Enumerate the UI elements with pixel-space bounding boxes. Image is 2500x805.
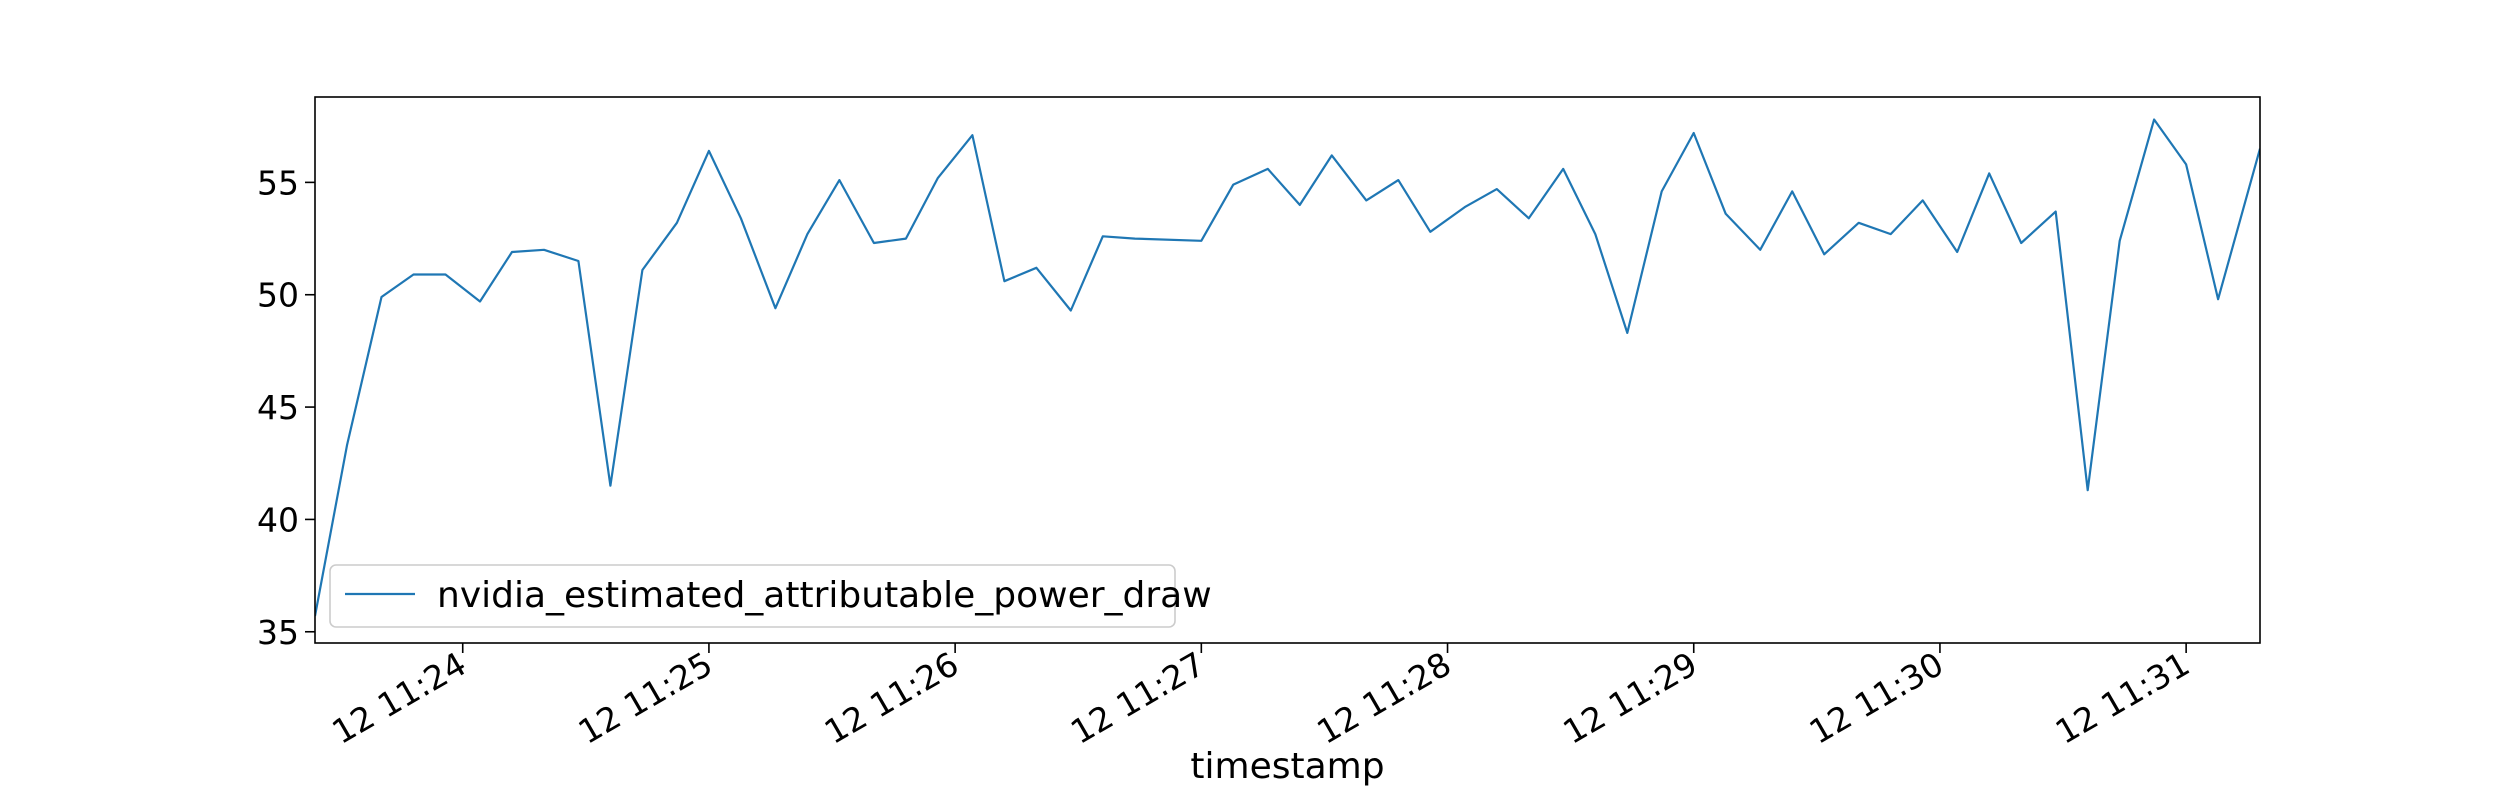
y-tick-label: 45 bbox=[257, 388, 299, 427]
legend-label: nvidia_estimated_attributable_power_draw bbox=[437, 575, 1212, 616]
plot-layer bbox=[315, 118, 2260, 617]
y-axis-ticks: 35 40 45 50 55 bbox=[257, 163, 315, 652]
y-tick-label: 55 bbox=[257, 163, 299, 202]
plot-frame bbox=[314, 96, 2261, 644]
y-tick-label: 50 bbox=[257, 276, 299, 315]
x-axis-title: timestamp bbox=[1190, 746, 1384, 787]
series-line-0 bbox=[315, 118, 2260, 617]
y-tick-label: 35 bbox=[257, 613, 299, 652]
legend: nvidia_estimated_attributable_power_draw bbox=[329, 564, 1212, 628]
legend-box bbox=[329, 564, 1176, 628]
y-tick-label: 40 bbox=[257, 500, 299, 539]
